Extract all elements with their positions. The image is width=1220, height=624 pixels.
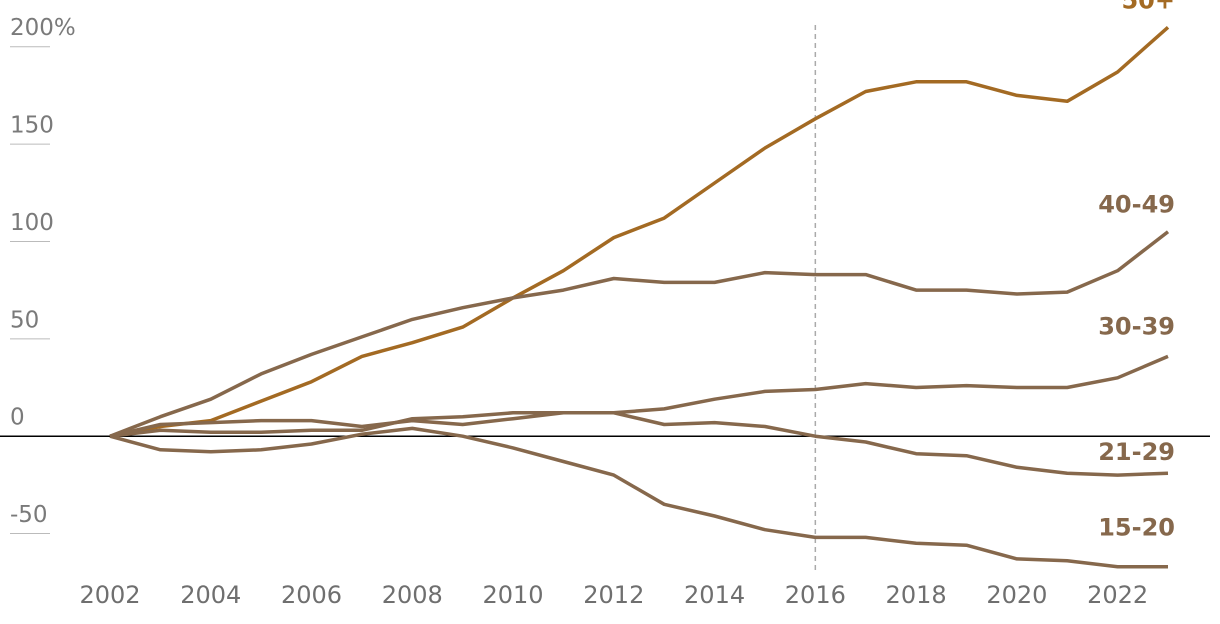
series-line (109, 426, 1168, 569)
y-tick-label: 150 (10, 113, 54, 139)
x-tick-label: 2010 (483, 581, 544, 609)
x-tick-label: 2014 (684, 581, 745, 609)
x-tick-label: 2016 (785, 581, 846, 609)
series-label: 50+ (1121, 0, 1175, 14)
x-tick-label: 2022 (1087, 581, 1148, 609)
x-tick-label: 2012 (583, 581, 644, 609)
series-label: 30-39 (1098, 312, 1175, 340)
y-tick-label: 200% (10, 15, 76, 41)
series-line (109, 354, 1169, 438)
series-line (109, 230, 1170, 438)
series-label: 15-20 (1098, 514, 1175, 542)
y-tick-label: 50 (10, 307, 39, 333)
series-line (109, 25, 1170, 438)
series-line (109, 411, 1169, 477)
x-tick-label: 2020 (986, 581, 1047, 609)
y-tick-label: 0 (10, 405, 25, 431)
x-tick-label: 2004 (180, 581, 241, 609)
y-tick-label: 100 (10, 210, 54, 236)
series-label: 21-29 (1098, 438, 1175, 466)
x-tick-label: 2002 (79, 581, 140, 609)
x-tick-label: 2006 (281, 581, 342, 609)
x-tick-label: 2008 (382, 581, 443, 609)
series-label: 40-49 (1098, 191, 1175, 219)
y-tick-label: -50 (10, 502, 48, 528)
x-tick-label: 2018 (886, 581, 947, 609)
